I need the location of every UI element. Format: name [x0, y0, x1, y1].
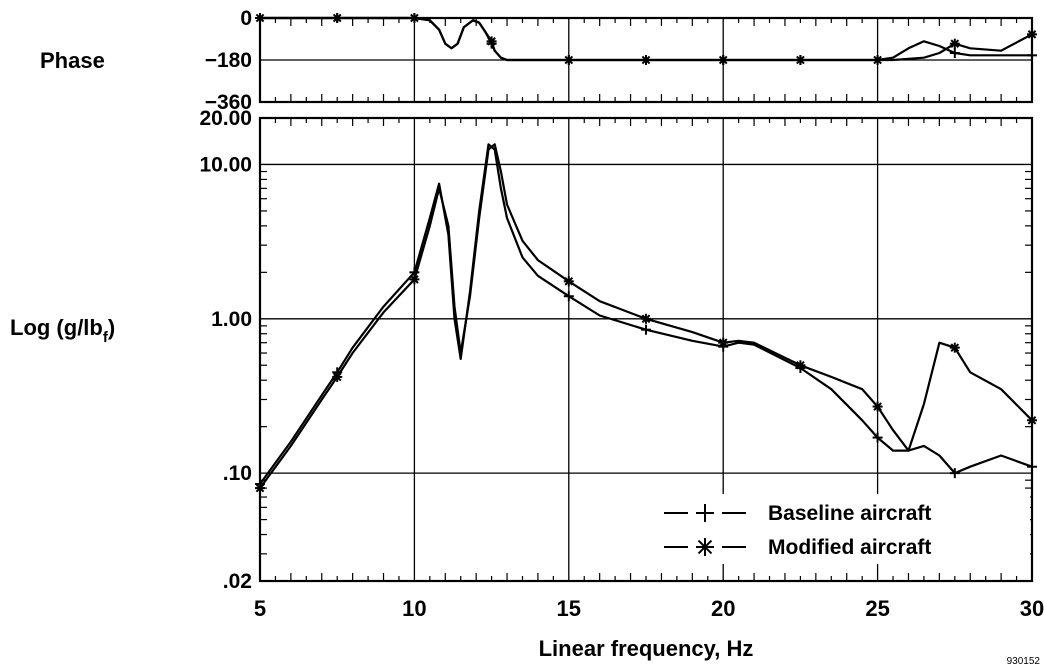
asterisk-d2-stroke [873, 55, 882, 65]
magnitude-y-tick-label-0: 20.00 [199, 107, 252, 130]
phase-marker-modified [949, 38, 960, 49]
magnitude-marker-modified [641, 313, 651, 324]
magnitude-y-tick-label-4: .02 [223, 570, 252, 593]
phase-y-tick-label-0: 0 [240, 7, 252, 30]
phase-marker-modified [795, 55, 806, 65]
legend-label-modified: Modified aircraft [768, 536, 931, 559]
phase-series-line-baseline [260, 16, 1032, 62]
phase-y-axis-label: Phase [40, 48, 105, 73]
asterisk-d2-stroke [564, 55, 574, 65]
y-axis-label-close: ) [108, 315, 115, 340]
asterisk-d2-stroke [796, 360, 805, 370]
magnitude-marker-modified [949, 342, 960, 353]
phase-marker-modified [641, 55, 651, 65]
magnitude-marker-baseline [949, 468, 960, 479]
phase-marker-baseline [949, 48, 960, 58]
magnitude-marker-modified [563, 276, 574, 287]
magnitude-panel-frame [258, 116, 1034, 583]
legend-entry-modified: Modified aircraft [664, 536, 931, 559]
series-layer [255, 13, 1037, 494]
magnitude-series-line-baseline [259, 143, 1033, 485]
magnitude-marker-baseline [872, 432, 883, 443]
asterisk-d2-stroke [564, 276, 574, 286]
asterisk-d2-stroke [487, 37, 496, 46]
legend-label-baseline: Baseline aircraft [768, 502, 931, 525]
magnitude-y-tick-label-2: 1.00 [211, 308, 252, 331]
magnitude-series-line-modified [259, 143, 1033, 489]
magnitude-marker-baseline [563, 291, 574, 302]
y-axis-label-subscript: f [103, 329, 109, 346]
phase-y-tick-label-2: −360 [205, 91, 252, 114]
phase-marker-modified [872, 55, 883, 65]
magnitude-marker-baseline [641, 324, 651, 335]
x-tick-label-25: 25 [865, 596, 889, 621]
x-tick-label-10: 10 [402, 596, 426, 621]
frame-layer [258, 16, 1034, 583]
phase-panel-frame [258, 16, 1034, 104]
phase-y-tick-label-1: −180 [205, 49, 252, 72]
phase-series-line-modified [260, 16, 1033, 62]
legend-entry-baseline: Baseline aircraft [664, 502, 931, 525]
y-axis-label-main: Log (g/lb [10, 315, 103, 340]
phase-marker-modified [563, 55, 574, 65]
label-layer: Phase Log (g/lbf) Linear frequency, Hz 9… [10, 7, 1044, 667]
legend-asterisk-glyph [696, 538, 714, 556]
asterisk-d2-stroke [641, 55, 651, 65]
asterisk-d2-stroke [873, 402, 882, 411]
magnitude-marker-modified [795, 360, 806, 371]
legend-plus-glyph [696, 504, 714, 522]
magnitude-marker-modified [872, 401, 883, 412]
magnitude-y-axis-label: Log (g/lbf) [10, 315, 115, 346]
asterisk-d2-stroke [697, 539, 713, 555]
legend-marker-asterisk [696, 538, 714, 556]
phase-marker-modified [486, 36, 497, 47]
asterisk-d2-stroke [718, 338, 728, 348]
asterisk-d2-stroke [332, 372, 342, 382]
magnitude-y-tick-label-3: .10 [223, 462, 252, 485]
magnitude-y-tick-label-1: 10.00 [199, 153, 252, 176]
x-tick-label-5: 5 [254, 596, 266, 621]
figure-id: 930152 [1007, 656, 1041, 667]
x-axis-label: Linear frequency, Hz [539, 636, 754, 661]
asterisk-d2-stroke [410, 275, 419, 284]
magnitude-marker-modified [718, 337, 729, 348]
asterisk-d2-stroke [718, 55, 728, 65]
asterisk-d2-stroke [641, 314, 651, 324]
x-tick-label-20: 20 [711, 596, 735, 621]
legend-background [660, 494, 1030, 564]
asterisk-d2-stroke [950, 39, 960, 48]
magnitude-marker-modified [409, 274, 420, 285]
x-tick-label-30: 30 [1020, 596, 1044, 621]
x-tick-label-15: 15 [557, 596, 581, 621]
legend: Baseline aircraft Modified aircraft [660, 494, 1030, 564]
phase-marker-modified [718, 55, 729, 65]
magnitude-marker-modified [332, 371, 343, 382]
legend-marker-plus [696, 504, 714, 522]
asterisk-d2-stroke [796, 55, 805, 65]
asterisk-d2-stroke [950, 343, 960, 352]
